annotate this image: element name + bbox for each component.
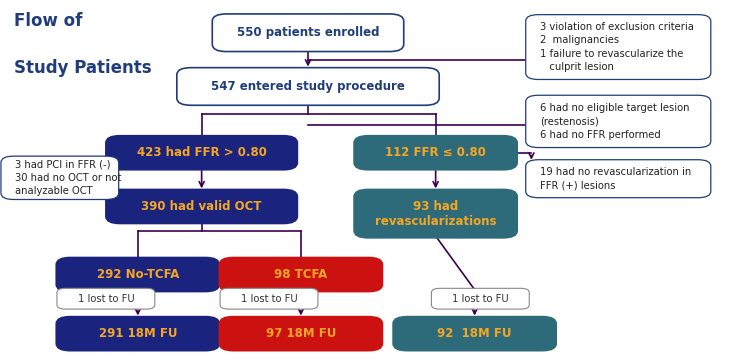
FancyBboxPatch shape — [220, 257, 383, 292]
Text: 3 had PCI in FFR (-)
30 had no OCT or not
analyzable OCT: 3 had PCI in FFR (-) 30 had no OCT or no… — [15, 159, 121, 196]
Text: 1 lost to FU: 1 lost to FU — [452, 294, 509, 304]
FancyBboxPatch shape — [220, 288, 318, 309]
Text: 1 lost to FU: 1 lost to FU — [77, 294, 134, 304]
Text: 93 had
revascularizations: 93 had revascularizations — [375, 200, 496, 228]
FancyBboxPatch shape — [431, 288, 529, 309]
Text: 547 entered study procedure: 547 entered study procedure — [211, 80, 405, 93]
Text: 423 had FFR > 0.80: 423 had FFR > 0.80 — [137, 146, 266, 159]
Text: 292 No-TCFA: 292 No-TCFA — [96, 268, 179, 281]
FancyBboxPatch shape — [177, 68, 439, 105]
Text: 112 FFR ≤ 0.80: 112 FFR ≤ 0.80 — [385, 146, 486, 159]
Text: 19 had no revascularization in
FFR (+) lesions: 19 had no revascularization in FFR (+) l… — [540, 167, 691, 191]
FancyBboxPatch shape — [393, 317, 556, 351]
Text: 291 18M FU: 291 18M FU — [99, 327, 177, 340]
FancyBboxPatch shape — [57, 288, 155, 309]
FancyBboxPatch shape — [526, 95, 711, 148]
FancyBboxPatch shape — [220, 317, 383, 351]
FancyBboxPatch shape — [1, 156, 119, 200]
Text: Flow of: Flow of — [14, 12, 82, 30]
Text: 550 patients enrolled: 550 patients enrolled — [237, 26, 380, 39]
FancyBboxPatch shape — [106, 136, 297, 170]
Text: 97 18M FU: 97 18M FU — [266, 327, 336, 340]
FancyBboxPatch shape — [56, 317, 220, 351]
FancyBboxPatch shape — [354, 190, 517, 238]
FancyBboxPatch shape — [56, 257, 220, 292]
Text: Study Patients: Study Patients — [14, 59, 151, 77]
Text: 98 TCFA: 98 TCFA — [274, 268, 328, 281]
FancyBboxPatch shape — [526, 160, 711, 198]
Text: 1 lost to FU: 1 lost to FU — [241, 294, 297, 304]
Text: 3 violation of exclusion criteria
2  malignancies
1 failure to revascularize the: 3 violation of exclusion criteria 2 mali… — [540, 22, 694, 73]
FancyBboxPatch shape — [354, 136, 517, 170]
FancyBboxPatch shape — [212, 14, 404, 52]
FancyBboxPatch shape — [106, 190, 297, 223]
Text: 6 had no eligible target lesion
(restenosis)
6 had no FFR performed: 6 had no eligible target lesion (resteno… — [540, 103, 689, 140]
FancyBboxPatch shape — [526, 15, 711, 79]
Text: 390 had valid OCT: 390 had valid OCT — [142, 200, 262, 213]
Text: 92  18M FU: 92 18M FU — [437, 327, 512, 340]
